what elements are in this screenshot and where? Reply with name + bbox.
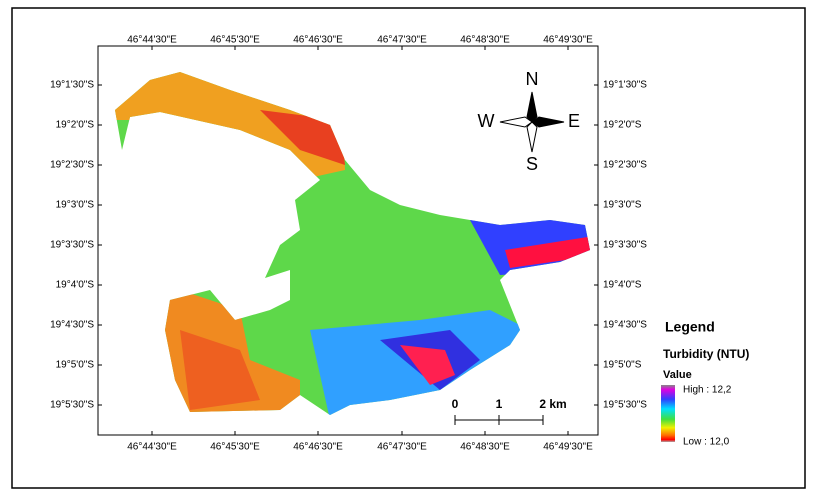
compass-s: S [526, 154, 538, 174]
right-coordinate-label: 19°4'0"S [603, 280, 642, 291]
left-coordinate-label: 19°5'30"S [50, 400, 94, 411]
compass-arrow [526, 91, 538, 123]
compass-arrow [531, 116, 565, 128]
compass [499, 91, 565, 153]
left-coordinate-label: 19°3'30"S [50, 240, 94, 251]
raster-red [505, 235, 590, 268]
outer-border [11, 7, 806, 489]
turbidity-raster [115, 72, 590, 415]
legend-ramp [661, 385, 675, 442]
left-coordinate-label: 19°2'30"S [50, 160, 94, 171]
right-coordinate-label: 19°3'0"S [603, 200, 642, 211]
scale-label: 0 [452, 397, 459, 411]
scale-label: 2 km [539, 397, 566, 411]
right-coordinate-label: 19°2'0"S [603, 120, 642, 131]
raster-red [260, 110, 345, 165]
right-coordinate-label: 19°3'30"S [603, 240, 647, 251]
left-coordinate-label: 19°2'0"S [56, 120, 95, 131]
top-coordinate-label: 46°49'30"E [543, 35, 593, 46]
bottom-coordinate-label: 46°46'30"E [293, 442, 343, 453]
right-coordinate-label: 19°5'30"S [603, 400, 647, 411]
left-coordinate-label: 19°5'0"S [56, 360, 95, 371]
top-coordinate-label: 46°45'30"E [210, 35, 260, 46]
left-coordinate-label: 19°3'0"S [56, 200, 95, 211]
top-coordinate-label: 46°47'30"E [377, 35, 427, 46]
legend-low: Low : 12,0 [683, 437, 730, 448]
top-coordinate-label: 46°48'30"E [460, 35, 510, 46]
top-coordinate-label: 46°46'30"E [293, 35, 343, 46]
bottom-coordinate-label: 46°49'30"E [543, 442, 593, 453]
bottom-coordinate-label: 46°48'30"E [460, 442, 510, 453]
left-coordinate-label: 19°4'0"S [56, 280, 95, 291]
raster-red [400, 345, 455, 385]
compass-n: N [526, 69, 539, 89]
right-coordinate-label: 19°4'30"S [603, 320, 647, 331]
bottom-coordinate-label: 46°45'30"E [210, 442, 260, 453]
left-coordinate-label: 19°1'30"S [50, 80, 94, 91]
compass-e: E [568, 111, 580, 131]
legend-subtitle: Turbidity (NTU) [663, 347, 749, 361]
top-coordinate-label: 46°44'30"E [127, 35, 177, 46]
left-coordinate-label: 19°4'30"S [50, 320, 94, 331]
compass-arrow [499, 116, 533, 128]
right-coordinate-label: 19°5'0"S [603, 360, 642, 371]
bottom-coordinate-label: 46°44'30"E [127, 442, 177, 453]
map-frame [97, 45, 599, 436]
scale-label: 1 [496, 397, 503, 411]
right-coordinate-label: 19°2'30"S [603, 160, 647, 171]
bottom-coordinate-label: 46°47'30"E [377, 442, 427, 453]
compass-w: W [478, 111, 495, 131]
compass-arrow [526, 121, 538, 153]
scale-bar [454, 415, 544, 425]
legend-title: Legend [665, 319, 715, 335]
raster-orange-dark [180, 330, 260, 410]
right-coordinate-label: 19°1'30"S [603, 80, 647, 91]
legend-value-heading: Value [663, 369, 692, 381]
legend-high: High : 12,2 [683, 385, 732, 396]
